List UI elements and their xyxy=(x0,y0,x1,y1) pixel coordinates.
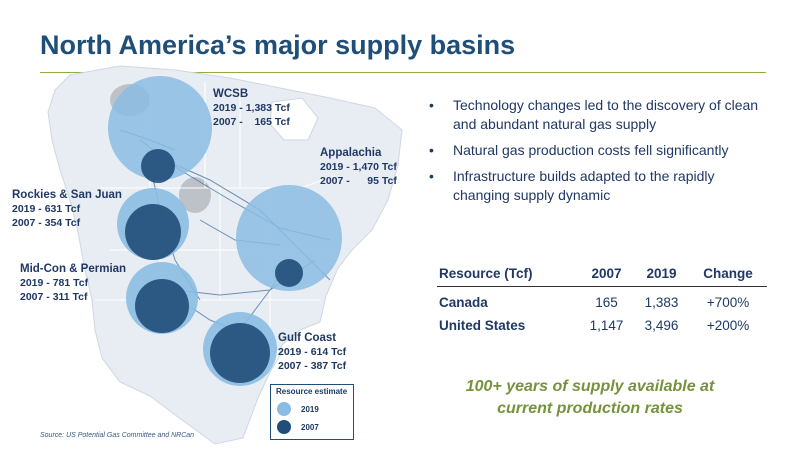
rockies-2007-bubble xyxy=(125,204,181,260)
cell-2019: 3,496 xyxy=(644,318,679,333)
basin-2007-value: 2007 - 354 Tcf xyxy=(12,217,81,229)
legend-2019-swatch xyxy=(277,402,291,416)
cell-change: +700% xyxy=(706,295,750,310)
bullet-item: • Technology changes led to the discovery… xyxy=(425,96,770,134)
legend-2019-label: 2019 xyxy=(301,405,319,414)
header-2019: 2019 xyxy=(634,262,690,287)
header-change: Change xyxy=(689,262,767,287)
basin-name: Gulf Coast xyxy=(278,332,337,344)
header-resource: Resource (Tcf) xyxy=(437,262,579,287)
basin-2019-value: 2019 - 781 Tcf xyxy=(20,277,89,289)
bullet-dot-icon: • xyxy=(429,168,434,184)
title-divider xyxy=(40,72,766,73)
basin-2019-value: 2019 - 1,383 Tcf xyxy=(213,102,290,114)
midcon-2007-bubble xyxy=(135,279,189,333)
basin-2007-value: 2007 - 311 Tcf xyxy=(20,291,88,303)
hudson-bay xyxy=(269,97,319,141)
basin-2007-value: 2007 - 95 Tcf xyxy=(320,175,397,187)
bullet-list: • Technology changes led to the discovery… xyxy=(425,96,770,212)
legend-2007-swatch xyxy=(277,420,291,434)
bullet-dot-icon: • xyxy=(429,97,434,113)
supply-callout: 100+ years of supply available at current… xyxy=(440,376,740,420)
cell-2007: 1,147 xyxy=(589,318,624,333)
table-header-row: Resource (Tcf) 2007 2019 Change xyxy=(437,262,767,287)
basin-name: Mid-Con & Permian xyxy=(20,263,127,275)
page-title: North America’s major supply basins xyxy=(40,30,516,60)
map-legend: Resource estimate 2019 2007 xyxy=(270,384,354,440)
source-note: Source: US Potential Gas Committee and N… xyxy=(40,432,195,439)
bullet-text: Technology changes led to the discovery … xyxy=(453,97,759,132)
basin-2019-value: 2019 - 1,470 Tcf xyxy=(320,161,397,173)
basin-label-wcsb: WCSB 2019 - 1,383 Tcf 2007 - 165 Tcf xyxy=(213,87,290,129)
basin-name: WCSB xyxy=(213,88,249,100)
legend-title: Resource estimate xyxy=(276,387,348,396)
basin-label-gulf-coast: Gulf Coast 2019 - 614 Tcf 2007 - 387 Tcf xyxy=(278,331,346,373)
basin-label-rockies: Rockies & San Juan 2019 - 631 Tcf 2007 - 3… xyxy=(12,188,122,230)
wcsb-2007-bubble xyxy=(141,149,175,183)
basin-2007-value: 2007 - 387 Tcf xyxy=(278,360,347,372)
basin-2019-value: 2019 - 614 Tcf xyxy=(278,346,347,358)
cell-country: United States xyxy=(439,318,526,333)
cell-change: +200% xyxy=(706,318,750,333)
basin-name: Rockies & San Juan xyxy=(12,189,122,201)
cell-country: Canada xyxy=(439,295,488,310)
table-row: United States 1,147 3,496 +200% xyxy=(437,310,767,333)
callout-line: current production rates xyxy=(497,400,683,417)
table-row: Canada 165 1,383 +700% xyxy=(437,287,767,310)
resource-table: Resource (Tcf) 2007 2019 Change Canada 1… xyxy=(437,262,767,333)
bullet-dot-icon: • xyxy=(429,142,434,158)
gulf-2007-bubble xyxy=(210,323,270,383)
bullet-item: • Infrastructure builds adapted to the ra… xyxy=(425,167,770,205)
appalachia-2019-bubble xyxy=(236,185,342,291)
appalachia-2007-bubble xyxy=(275,259,303,287)
basin-label-midcon: Mid-Con & Permian 2019 - 781 Tcf 2007 - 31… xyxy=(20,262,126,304)
wcsb-2019-bubble xyxy=(108,76,212,180)
cell-2019: 1,383 xyxy=(644,295,679,310)
basin-name: Appalachia xyxy=(320,147,382,159)
basin-2019-value: 2019 - 631 Tcf xyxy=(12,203,81,215)
basin-shade xyxy=(179,177,211,213)
basin-label-appalachia: Appalachia 2019 - 1,470 Tcf 2007 - 95 Tcf xyxy=(320,146,397,188)
cell-2007: 165 xyxy=(595,295,618,310)
legend-2007-label: 2007 xyxy=(301,423,319,432)
header-2007: 2007 xyxy=(579,262,635,287)
bullet-text: Natural gas production costs fell signif… xyxy=(453,142,729,158)
bullet-item: • Natural gas production costs fell signi… xyxy=(425,141,770,160)
basin-2007-value: 2007 - 165 Tcf xyxy=(213,116,290,128)
callout-line: 100+ years of supply available at xyxy=(465,378,715,395)
bullet-text: Infrastructure builds adapted to the rap… xyxy=(453,168,715,203)
